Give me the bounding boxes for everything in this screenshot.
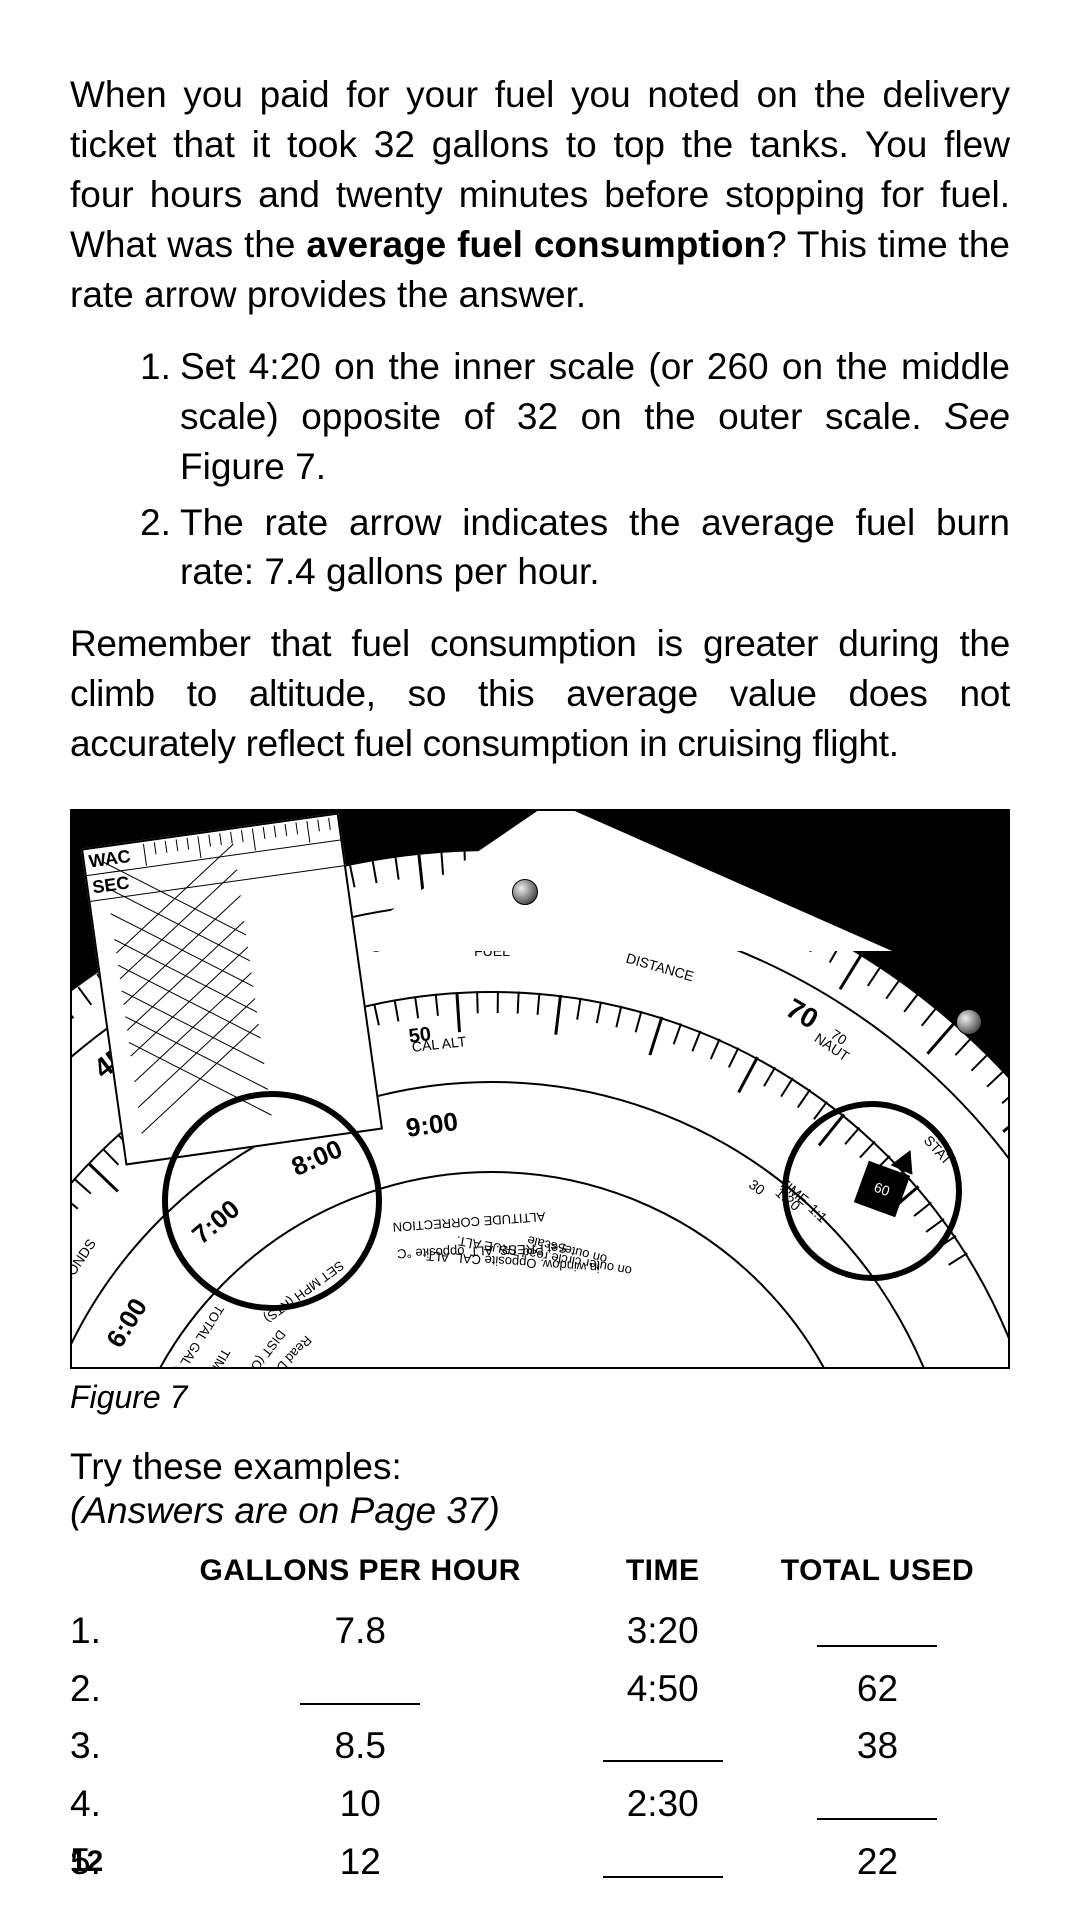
highlight-circle <box>162 1091 382 1311</box>
cell-time <box>580 1718 744 1776</box>
examples-table: GALLONS PER HOUR TIME TOTAL USED 1.7.83:… <box>70 1554 1010 1890</box>
row-number: 3. <box>70 1718 140 1776</box>
col-gph: GALLONS PER HOUR <box>140 1554 580 1602</box>
page-number: 12 <box>70 1845 103 1879</box>
cell-total: 22 <box>745 1833 1010 1891</box>
row-number: 4. <box>70 1775 140 1833</box>
table-row: 2. 4:5062 <box>70 1660 1010 1718</box>
cell-gph <box>140 1660 580 1718</box>
cell-total: 38 <box>745 1718 1010 1776</box>
blank-field <box>300 1664 420 1705</box>
step-item: 1.Set 4:20 on the inner scale (or 260 on… <box>140 342 1010 492</box>
answers-note: (Answers are on Page 37) <box>70 1490 1010 1532</box>
col-total: TOTAL USED <box>745 1554 1010 1602</box>
figure-7-wrap: WACSEC404550556070354045504:004:305:006:… <box>70 809 1010 1369</box>
cell-time: 4:50 <box>580 1660 744 1718</box>
row-number: 1. <box>70 1602 140 1660</box>
remember-paragraph: Remember that fuel consumption is greate… <box>70 619 1010 769</box>
steps-list: 1.Set 4:20 on the inner scale (or 260 on… <box>70 342 1010 598</box>
table-header-row: GALLONS PER HOUR TIME TOTAL USED <box>70 1554 1010 1602</box>
computer-peak <box>332 809 892 951</box>
cell-gph: 10 <box>140 1775 580 1833</box>
blank-field <box>603 1837 723 1878</box>
cell-total: 62 <box>745 1660 1010 1718</box>
figure-caption: Figure 7 <box>70 1379 1010 1416</box>
cell-time <box>580 1833 744 1891</box>
cell-gph: 7.8 <box>140 1602 580 1660</box>
step-text: Set 4:20 on the inner scale (or 260 on t… <box>180 342 1010 492</box>
cell-total <box>745 1775 1010 1833</box>
rivet-icon <box>512 879 538 905</box>
table-row: 4.102:30 <box>70 1775 1010 1833</box>
table-row: 5.1222 <box>70 1833 1010 1891</box>
cell-time: 2:30 <box>580 1775 744 1833</box>
blank-field <box>817 1606 937 1647</box>
cell-total <box>745 1602 1010 1660</box>
step-number: 1. <box>140 342 180 492</box>
table-row: 3.8.5 38 <box>70 1718 1010 1776</box>
step-see: See <box>944 396 1010 437</box>
intro-paragraph: When you paid for your fuel you noted on… <box>70 70 1010 320</box>
blank-field <box>603 1722 723 1763</box>
step-text-post: Figure 7. <box>180 446 326 487</box>
cell-gph: 12 <box>140 1833 580 1891</box>
blank-field <box>817 1779 937 1820</box>
step-number: 2. <box>140 498 180 598</box>
step-text: The rate arrow indicates the average fue… <box>180 498 1010 598</box>
cell-time: 3:20 <box>580 1602 744 1660</box>
step-text-pre: The rate arrow indicates the average fue… <box>180 502 1010 593</box>
step-text-pre: Set 4:20 on the inner scale (or 260 on t… <box>180 346 1010 437</box>
try-heading: Try these examples: <box>70 1446 1010 1488</box>
intro-bold: average fuel consumption <box>306 224 766 265</box>
rivet-icon <box>956 1009 982 1035</box>
col-time: TIME <box>580 1554 744 1602</box>
table-row: 1.7.83:20 <box>70 1602 1010 1660</box>
cell-gph: 8.5 <box>140 1718 580 1776</box>
row-number: 2. <box>70 1660 140 1718</box>
step-item: 2.The rate arrow indicates the average f… <box>140 498 1010 598</box>
figure-7: WACSEC404550556070354045504:004:305:006:… <box>70 809 1010 1369</box>
